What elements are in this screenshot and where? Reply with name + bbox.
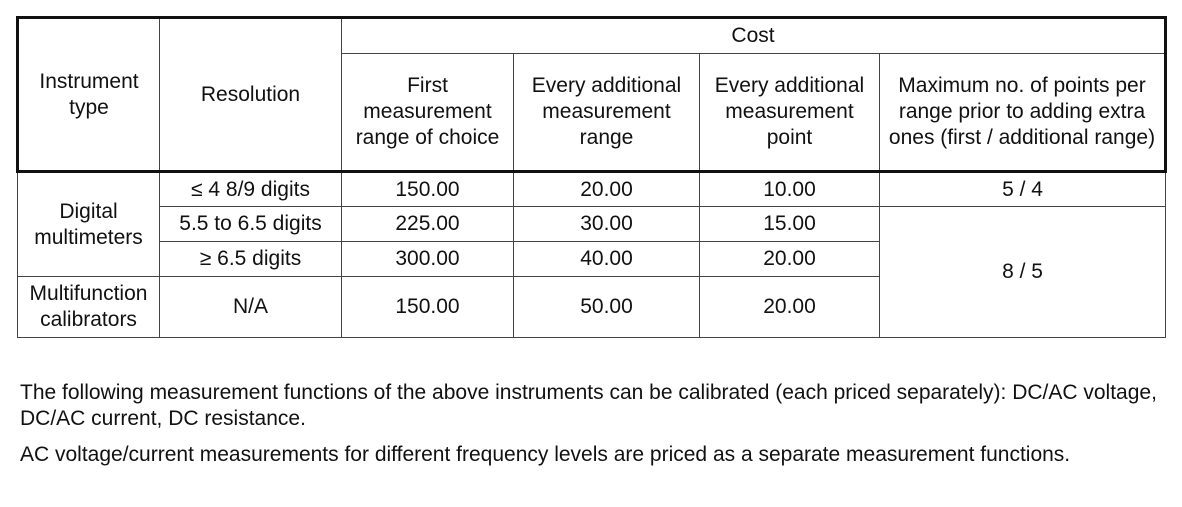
cell-additional-point: 10.00 [699,171,880,207]
cell-first-range: 150.00 [341,171,514,207]
cell-additional-point: 20.00 [699,241,880,277]
header-row-cost: Instrument type Resolution Cost [16,16,1167,173]
cell-resolution: 5.5 to 6.5 digits [159,206,342,242]
note-paragraph: AC voltage/current measurements for diff… [20,443,1071,466]
cell-first-range: 225.00 [341,206,514,242]
cell-additional-point: 20.00 [699,276,880,338]
table-row: Multifunction calibrators N/A 150.00 50.… [17,276,1166,338]
header-row-columns: First measurement range of choice Every … [18,53,1167,173]
header-first-range: First measurement range of choice [341,53,514,173]
cell-additional-range: 40.00 [513,241,700,277]
cell-resolution: ≥ 6.5 digits [159,241,342,277]
cell-max-points-shared: 8 / 5 [879,206,1166,338]
notes-section: The following measurement functions of t… [20,380,1160,478]
header-additional-point: Every additional measurement point [699,53,880,173]
group-multifunction-calibrators: Multifunction calibrators [17,276,160,338]
cell-first-range: 300.00 [341,241,514,277]
note-paragraph: The following measurement functions of t… [20,381,1157,430]
pricing-table: Instrument type Resolution Cost First me… [16,16,1167,338]
pricing-table-container: Instrument type Resolution Cost First me… [16,16,1167,338]
cell-additional-point: 15.00 [699,206,880,242]
table-row: ≥ 6.5 digits 300.00 40.00 20.00 [18,241,1166,277]
table-row: 5.5 to 6.5 digits 225.00 30.00 15.00 8 /… [18,206,1166,338]
cell-additional-range: 30.00 [513,206,700,242]
table-row: Digital multimeters ≤ 4 8/9 digits 150.0… [17,171,1166,277]
header-resolution: Resolution [159,16,342,173]
cell-additional-range: 50.00 [513,276,700,338]
cell-first-range: 150.00 [341,276,514,338]
header-instrument-type: Instrument type [16,16,160,173]
cell-resolution: N/A [159,276,342,338]
cell-max-points: 5 / 4 [879,171,1166,207]
cell-resolution: ≤ 4 8/9 digits [159,171,342,207]
group-digital-multimeters: Digital multimeters [17,171,160,277]
header-cost: Cost [341,16,1167,54]
cell-additional-range: 20.00 [513,171,700,207]
header-max-points: Maximum no. of points per range prior to… [879,53,1167,173]
header-additional-range: Every additional measurement range [513,53,700,173]
